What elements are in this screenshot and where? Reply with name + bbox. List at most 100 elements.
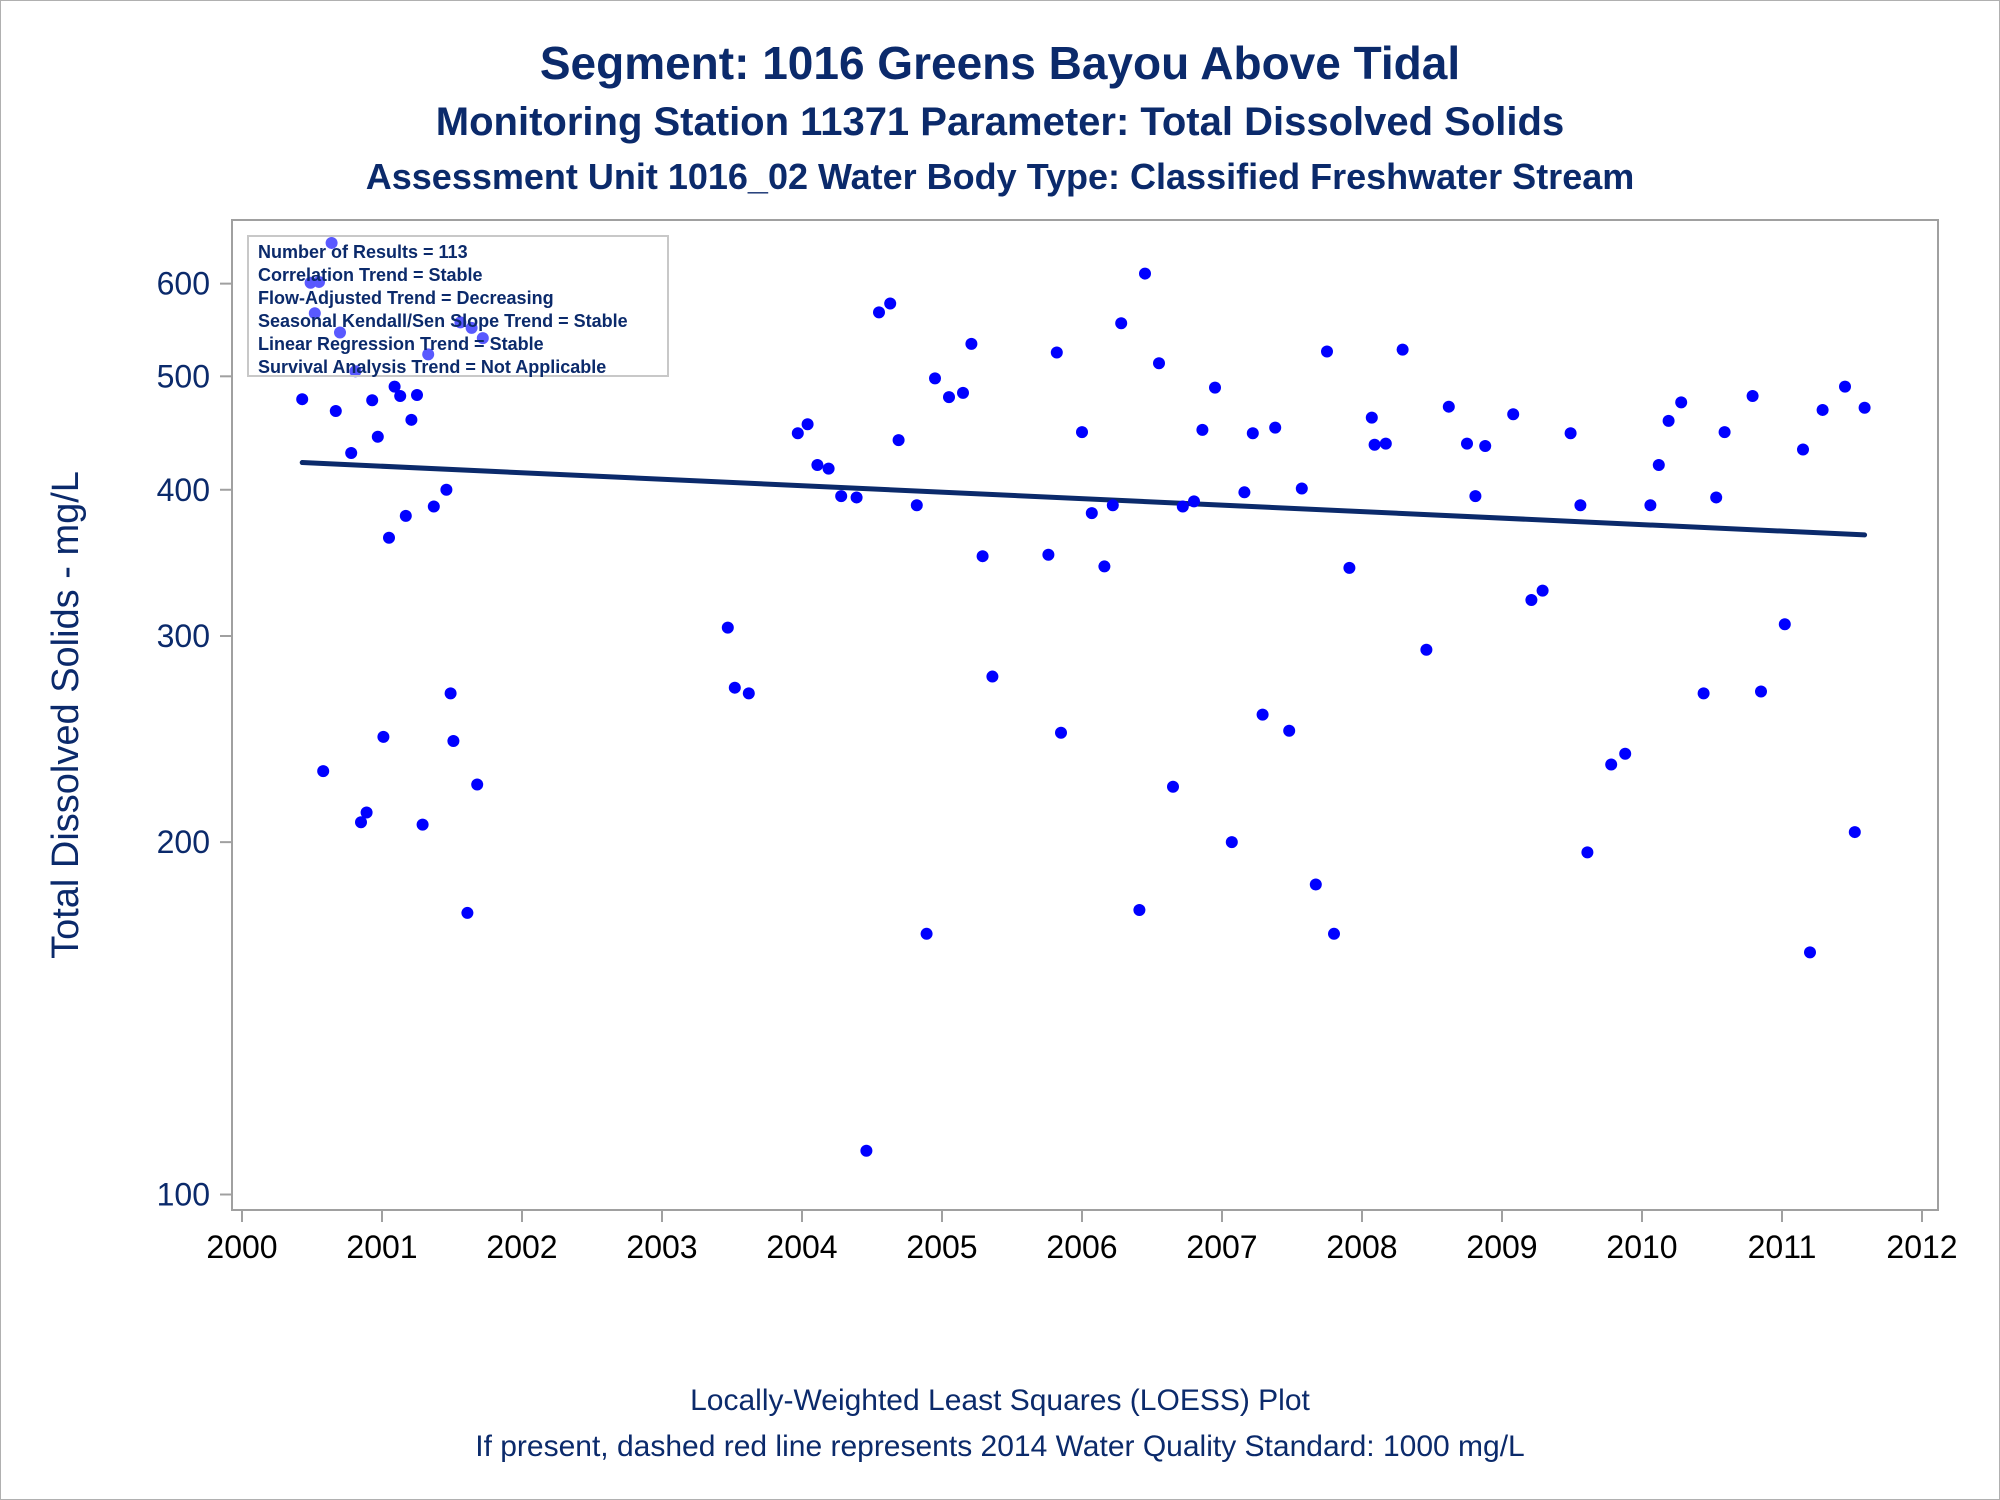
data-point	[1042, 548, 1055, 561]
y-tick-label: 200	[157, 824, 210, 860]
footnote-standard: If present, dashed red line represents 2…	[475, 1430, 1525, 1463]
data-point	[371, 430, 384, 443]
trend-line	[299, 460, 1868, 538]
data-point	[1246, 427, 1259, 440]
data-point	[1176, 500, 1189, 513]
x-tick-label: 2010	[1606, 1229, 1677, 1265]
data-point	[1139, 267, 1151, 280]
y-tick-label: 500	[157, 358, 210, 394]
data-point	[1098, 560, 1111, 573]
x-tick-label: 2004	[766, 1229, 837, 1265]
data-point	[329, 405, 342, 418]
data-point	[1309, 878, 1322, 891]
data-point	[1755, 685, 1767, 698]
data-point	[1469, 490, 1482, 503]
data-point	[1697, 687, 1710, 700]
data-point	[1295, 482, 1308, 495]
data-point	[1839, 380, 1851, 393]
y-tick-label: 100	[157, 1177, 210, 1213]
data-point	[399, 509, 412, 522]
data-point	[957, 386, 969, 399]
data-point	[721, 621, 734, 634]
y-axis-title: Total Dissolved Solids - mg/L	[45, 471, 87, 959]
data-point	[884, 297, 897, 310]
chart-subtitle: Monitoring Station 11371 Parameter: Tota…	[435, 100, 1565, 144]
x-tick-label: 2000	[206, 1229, 277, 1265]
stats-line: Correlation Trend = Stable	[258, 265, 483, 285]
data-point	[1746, 390, 1759, 403]
data-point	[1605, 758, 1618, 771]
stats-line: Linear Regression Trend = Stable	[258, 334, 544, 354]
x-tick-label: 2007	[1186, 1229, 1257, 1265]
data-point	[1076, 426, 1088, 439]
data-point	[476, 332, 489, 345]
chart-title: Segment: 1016 Greens Bayou Above Tidal	[539, 37, 1461, 89]
data-point	[1442, 400, 1455, 413]
data-point	[1662, 414, 1675, 427]
data-point	[1328, 927, 1340, 940]
data-point	[1365, 411, 1378, 424]
data-point	[1055, 726, 1067, 739]
data-point	[465, 321, 478, 334]
data-point	[394, 390, 407, 403]
data-point	[1581, 846, 1594, 859]
data-point	[427, 500, 440, 513]
data-point	[416, 818, 429, 831]
data-point	[873, 306, 885, 319]
data-point	[405, 413, 418, 426]
stats-line: Flow-Adjusted Trend = Decreasing	[258, 288, 554, 308]
data-point	[440, 483, 453, 496]
data-point	[910, 499, 923, 512]
data-point	[1153, 357, 1165, 370]
data-point	[388, 380, 401, 393]
data-point	[1848, 826, 1861, 839]
data-point	[1675, 396, 1688, 409]
data-point	[965, 337, 978, 350]
data-point	[1106, 499, 1119, 512]
data-point	[366, 394, 379, 407]
data-point	[1368, 438, 1381, 451]
data-point	[892, 434, 905, 447]
data-point	[444, 687, 457, 700]
data-point	[801, 418, 814, 431]
data-point	[1196, 423, 1209, 436]
data-point	[1115, 317, 1128, 330]
data-point	[355, 816, 367, 829]
data-point	[1321, 345, 1333, 358]
data-point	[1167, 780, 1179, 793]
data-point	[1396, 343, 1409, 356]
data-point	[1564, 427, 1577, 440]
data-point	[1238, 486, 1251, 499]
data-point	[1379, 437, 1392, 450]
data-point	[1133, 904, 1146, 917]
data-point	[1343, 561, 1356, 574]
x-tick-label: 2002	[486, 1229, 557, 1265]
stats-line: Seasonal Kendall/Sen Slope Trend = Stabl…	[258, 311, 628, 331]
data-point	[1804, 946, 1816, 959]
data-point	[1050, 346, 1063, 359]
data-point	[383, 531, 395, 544]
data-point	[976, 550, 989, 563]
data-point	[1461, 437, 1473, 450]
data-point	[728, 681, 741, 694]
data-point	[986, 670, 999, 683]
data-point	[345, 446, 358, 459]
y-tick-label: 300	[157, 618, 210, 654]
y-tick-label: 600	[157, 266, 210, 302]
x-tick-label: 2011	[1748, 1229, 1817, 1265]
data-point	[1188, 495, 1200, 508]
plot-area	[231, 219, 1939, 1211]
data-point	[1085, 507, 1098, 520]
chart-subtitle-2: Assessment Unit 1016_02 Water Body Type:…	[365, 156, 1635, 197]
data-point	[461, 906, 474, 919]
data-point	[296, 393, 309, 406]
data-point	[411, 388, 423, 401]
data-point	[929, 372, 941, 385]
stats-line: Survival Analysis Trend = Not Applicable	[258, 357, 606, 377]
data-point	[1420, 643, 1433, 656]
data-point	[334, 326, 346, 339]
data-point	[1269, 421, 1282, 434]
y-axis: 100 200 300 400 500 600	[157, 266, 232, 1213]
footnote-loess: Locally-Weighted Least Squares (LOESS) P…	[690, 1384, 1310, 1417]
data-point	[1858, 401, 1871, 414]
